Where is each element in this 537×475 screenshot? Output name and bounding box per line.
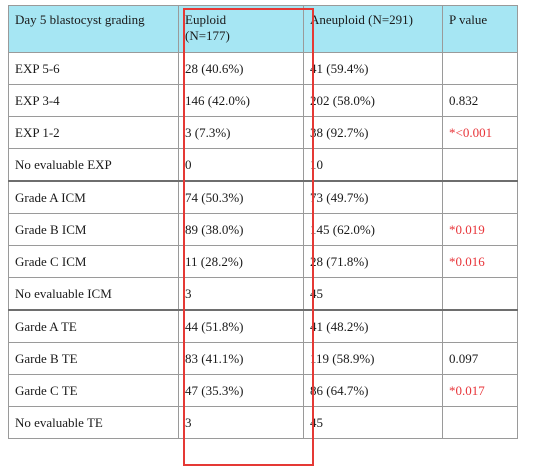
header-grading: Day 5 blastocyst grading: [8, 5, 179, 53]
aneuploid-value: 28 (71.8%): [303, 245, 443, 278]
euploid-value: 11 (28.2%): [178, 245, 304, 278]
header-euploid: Euploid (N=177): [178, 5, 304, 53]
table-row: EXP 3-4 146 (42.0%) 202 (58.0%) 0.832: [8, 84, 518, 117]
p-value: 0.832: [442, 84, 518, 117]
aneuploid-value: 145 (62.0%): [303, 213, 443, 246]
table-row: No evaluable EXP 0 10: [8, 148, 518, 182]
table-body: EXP 5-6 28 (40.6%) 41 (59.4%) EXP 3-4 146 (4…: [8, 52, 518, 439]
header-aneuploid: Aneuploid (N=291): [303, 5, 443, 53]
aneuploid-value: 41 (59.4%): [303, 52, 443, 85]
p-value: *<0.001: [442, 116, 518, 149]
table-row: Garde C TE 47 (35.3%) 86 (64.7%) *0.017: [8, 374, 518, 407]
row-label: Grade A ICM: [8, 180, 179, 214]
row-label: No evaluable ICM: [8, 277, 179, 311]
aneuploid-value: 202 (58.0%): [303, 84, 443, 117]
euploid-value: 3 (7.3%): [178, 116, 304, 149]
table-row: Garde A TE 44 (51.8%) 41 (48.2%): [8, 309, 518, 343]
header-euploid-count: (N=177): [185, 28, 230, 43]
row-label: EXP 5-6: [8, 52, 179, 85]
table-row: Grade B ICM 89 (38.0%) 145 (62.0%) *0.019: [8, 213, 518, 246]
table-row: No evaluable ICM 3 45: [8, 277, 518, 311]
table-row: Grade A ICM 74 (50.3%) 73 (49.7%): [8, 180, 518, 214]
row-label: Grade B ICM: [8, 213, 179, 246]
header-p-value: P value: [442, 5, 518, 53]
euploid-value: 3: [178, 406, 304, 439]
row-label: No evaluable EXP: [8, 148, 179, 182]
table-row: No evaluable TE 3 45: [8, 406, 518, 439]
row-label: No evaluable TE: [8, 406, 179, 439]
euploid-value: 3: [178, 277, 304, 311]
row-label: Garde B TE: [8, 342, 179, 375]
row-label: EXP 1-2: [8, 116, 179, 149]
aneuploid-value: 119 (58.9%): [303, 342, 443, 375]
euploid-value: 74 (50.3%): [178, 180, 304, 214]
p-value: *0.019: [442, 213, 518, 246]
p-value: [442, 309, 518, 343]
euploid-value: 47 (35.3%): [178, 374, 304, 407]
row-label: Garde C TE: [8, 374, 179, 407]
aneuploid-value: 45: [303, 406, 443, 439]
euploid-value: 44 (51.8%): [178, 309, 304, 343]
aneuploid-value: 86 (64.7%): [303, 374, 443, 407]
aneuploid-value: 45: [303, 277, 443, 311]
table-row: Grade C ICM 11 (28.2%) 28 (71.8%) *0.016: [8, 245, 518, 278]
p-value: *0.017: [442, 374, 518, 407]
header-euploid-label: Euploid: [185, 12, 227, 27]
blastocyst-grading-table-container: Day 5 blastocyst grading Euploid (N=177)…: [8, 5, 518, 466]
euploid-value: 0: [178, 148, 304, 182]
p-value: [442, 277, 518, 311]
p-value: [442, 148, 518, 182]
aneuploid-value: 38 (92.7%): [303, 116, 443, 149]
aneuploid-value: 41 (48.2%): [303, 309, 443, 343]
header-row: Day 5 blastocyst grading Euploid (N=177)…: [8, 5, 518, 53]
p-value: *0.016: [442, 245, 518, 278]
table-row: Garde B TE 83 (41.1%) 119 (58.9%) 0.097: [8, 342, 518, 375]
euploid-value: 83 (41.1%): [178, 342, 304, 375]
aneuploid-value: 10: [303, 148, 443, 182]
p-value: 0.097: [442, 342, 518, 375]
p-value: [442, 180, 518, 214]
p-value: [442, 406, 518, 439]
p-value: [442, 52, 518, 85]
blastocyst-grading-table: Day 5 blastocyst grading Euploid (N=177)…: [8, 5, 518, 439]
row-label: EXP 3-4: [8, 84, 179, 117]
row-label: Grade C ICM: [8, 245, 179, 278]
table-row: EXP 5-6 28 (40.6%) 41 (59.4%): [8, 52, 518, 85]
table-row: EXP 1-2 3 (7.3%) 38 (92.7%) *<0.001: [8, 116, 518, 149]
euploid-value: 89 (38.0%): [178, 213, 304, 246]
aneuploid-value: 73 (49.7%): [303, 180, 443, 214]
euploid-value: 28 (40.6%): [178, 52, 304, 85]
euploid-value: 146 (42.0%): [178, 84, 304, 117]
row-label: Garde A TE: [8, 309, 179, 343]
